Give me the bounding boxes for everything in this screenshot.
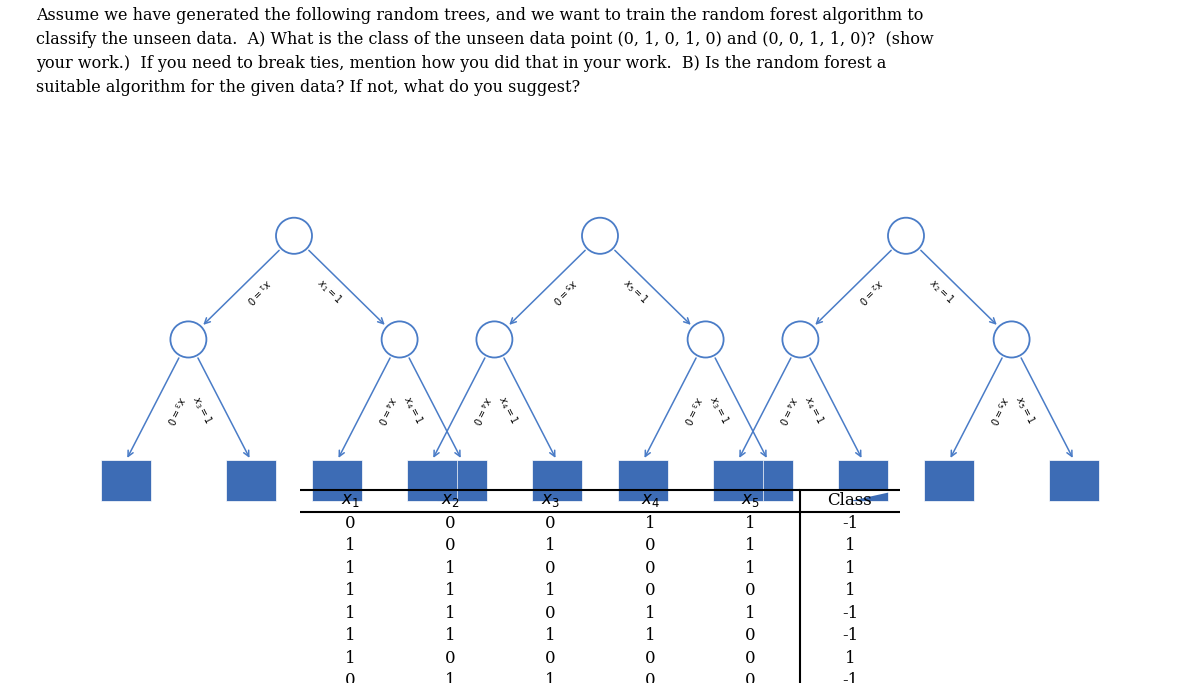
Bar [437,460,487,501]
Text: $x_5=1$: $x_5=1$ [1012,394,1038,427]
Text: $x_3=0$: $x_3=0$ [162,394,188,427]
Bar [838,460,888,501]
Ellipse shape [782,322,818,357]
Bar [713,460,763,501]
Bar [532,460,582,501]
Text: $x_2=0$: $x_2=0$ [854,276,886,307]
Text: $x_5=1$: $x_5=1$ [620,276,650,307]
Text: $x_3=1$: $x_3=1$ [188,394,215,427]
Text: $x_4=0$: $x_4=0$ [468,394,494,427]
Text: $x_5=0$: $x_5=0$ [985,394,1012,427]
Ellipse shape [382,322,418,357]
Bar [407,460,457,501]
Bar [618,460,668,501]
Bar [743,460,793,501]
Bar [924,460,974,501]
Ellipse shape [994,322,1030,357]
Text: $x_4=1$: $x_4=1$ [400,394,426,427]
Text: Assume we have generated the following random trees, and we want to train the ra: Assume we have generated the following r… [36,7,934,96]
Bar [101,460,151,501]
Text: $x_4=0$: $x_4=0$ [373,394,400,427]
Bar [312,460,362,501]
Ellipse shape [688,322,724,357]
Text: $x_4=0$: $x_4=0$ [774,394,800,427]
Text: $x_4=1$: $x_4=1$ [800,394,827,427]
Bar [1049,460,1099,501]
Bar [226,460,276,501]
Text: $x_4=1$: $x_4=1$ [494,394,521,427]
Text: $x_3=1$: $x_3=1$ [706,394,732,427]
Ellipse shape [582,218,618,254]
Text: $x_1=0$: $x_1=0$ [242,276,274,307]
Text: $x_2=1$: $x_2=1$ [926,276,956,307]
Ellipse shape [170,322,206,357]
Text: $x_3=0$: $x_3=0$ [679,394,706,427]
Text: $x_5=0$: $x_5=0$ [548,276,580,307]
Text: $x_1=1$: $x_1=1$ [314,276,344,307]
Ellipse shape [476,322,512,357]
Ellipse shape [888,218,924,254]
Ellipse shape [276,218,312,254]
